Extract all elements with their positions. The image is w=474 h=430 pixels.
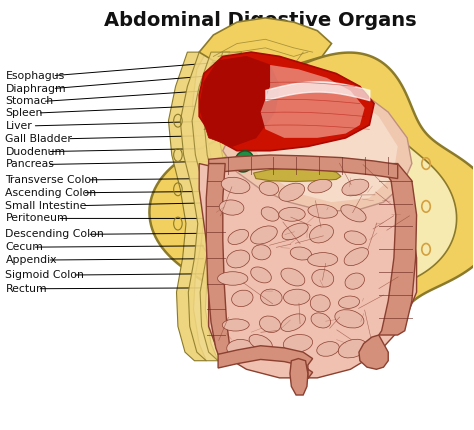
Polygon shape: [209, 155, 398, 178]
Ellipse shape: [283, 289, 310, 305]
Ellipse shape: [221, 177, 250, 194]
Polygon shape: [199, 52, 374, 150]
Polygon shape: [192, 52, 230, 361]
Ellipse shape: [232, 290, 253, 307]
Ellipse shape: [219, 200, 244, 215]
Text: Stomach: Stomach: [5, 96, 54, 106]
Ellipse shape: [251, 226, 277, 244]
Ellipse shape: [279, 183, 305, 201]
Polygon shape: [192, 81, 456, 349]
Ellipse shape: [282, 223, 308, 240]
Polygon shape: [223, 74, 412, 211]
Text: Pancreas: Pancreas: [5, 160, 55, 169]
Ellipse shape: [338, 339, 367, 358]
Ellipse shape: [311, 313, 331, 328]
Ellipse shape: [335, 310, 364, 328]
Text: Duodenum: Duodenum: [5, 147, 65, 157]
Ellipse shape: [235, 151, 254, 172]
Ellipse shape: [338, 296, 360, 308]
Ellipse shape: [308, 179, 332, 193]
Text: Transverse Colon: Transverse Colon: [5, 175, 99, 185]
Polygon shape: [168, 52, 206, 361]
Text: Small Intestine: Small Intestine: [5, 200, 87, 211]
Text: Ascending Colon: Ascending Colon: [5, 188, 97, 198]
Ellipse shape: [222, 319, 249, 331]
Text: Gall Bladder: Gall Bladder: [5, 134, 73, 144]
Polygon shape: [199, 150, 417, 378]
Ellipse shape: [345, 273, 365, 289]
Text: Descending Colon: Descending Colon: [5, 229, 104, 239]
Ellipse shape: [344, 248, 368, 266]
Ellipse shape: [310, 295, 330, 312]
Ellipse shape: [261, 289, 282, 306]
Ellipse shape: [259, 181, 279, 196]
Text: Peritoneum: Peritoneum: [5, 213, 68, 224]
Polygon shape: [204, 52, 242, 361]
Ellipse shape: [249, 335, 272, 350]
Text: Esophagus: Esophagus: [5, 71, 64, 81]
Polygon shape: [149, 52, 474, 378]
Ellipse shape: [312, 270, 334, 287]
Polygon shape: [180, 52, 218, 361]
Polygon shape: [254, 168, 341, 181]
Polygon shape: [256, 86, 398, 202]
Ellipse shape: [308, 252, 337, 267]
Text: Spleen: Spleen: [5, 108, 43, 118]
Text: Appendix: Appendix: [5, 255, 57, 265]
Ellipse shape: [290, 247, 311, 260]
Polygon shape: [199, 18, 331, 69]
Polygon shape: [206, 163, 232, 354]
Ellipse shape: [218, 272, 248, 285]
Ellipse shape: [260, 316, 281, 332]
Text: Diaphragm: Diaphragm: [5, 83, 66, 94]
Polygon shape: [290, 359, 308, 395]
Polygon shape: [359, 335, 388, 369]
Polygon shape: [199, 56, 280, 147]
Text: Abdominal Digestive Organs: Abdominal Digestive Organs: [104, 12, 417, 31]
Text: Cecum: Cecum: [5, 242, 43, 252]
Ellipse shape: [342, 179, 369, 196]
Ellipse shape: [279, 207, 305, 221]
Ellipse shape: [252, 245, 271, 260]
Ellipse shape: [341, 205, 366, 222]
Ellipse shape: [261, 207, 279, 221]
Ellipse shape: [310, 224, 334, 243]
Ellipse shape: [227, 250, 250, 268]
Ellipse shape: [228, 229, 248, 245]
Text: Sigmoid Colon: Sigmoid Colon: [5, 270, 84, 280]
Polygon shape: [379, 163, 417, 335]
Polygon shape: [261, 65, 365, 138]
Text: Liver: Liver: [5, 121, 32, 131]
Ellipse shape: [344, 231, 366, 245]
Ellipse shape: [308, 205, 337, 218]
Text: Rectum: Rectum: [5, 284, 47, 294]
Ellipse shape: [281, 314, 305, 332]
Ellipse shape: [281, 268, 305, 286]
Ellipse shape: [251, 267, 271, 283]
Polygon shape: [218, 346, 313, 379]
Ellipse shape: [227, 339, 254, 356]
Ellipse shape: [283, 335, 312, 352]
Ellipse shape: [317, 341, 339, 356]
